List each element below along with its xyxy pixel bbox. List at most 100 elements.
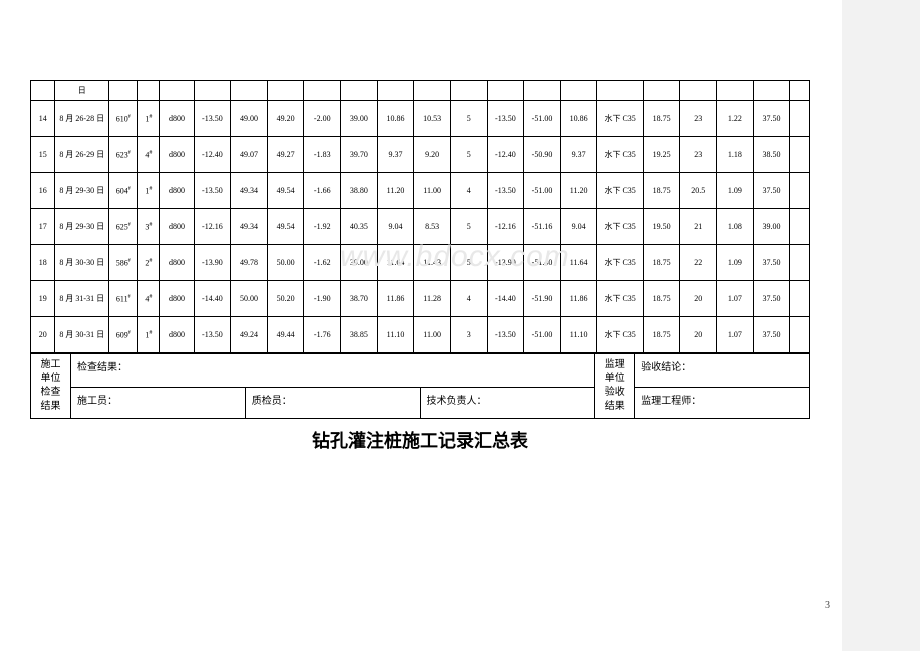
- table-cell: 21: [680, 209, 717, 245]
- table-cell: 38.50: [753, 137, 790, 173]
- table-cell: 4: [450, 173, 487, 209]
- table-row: 208 月 30-31 日609#1#d800-13.5049.2449.44-…: [31, 317, 810, 353]
- table-cell: 1#: [138, 317, 160, 353]
- table-cell: 1.09: [717, 245, 754, 281]
- table-cell: 水下 C35: [597, 173, 643, 209]
- table-cell: [680, 81, 717, 101]
- table-cell: 39.00: [341, 245, 378, 281]
- table-cell: -13.50: [487, 101, 524, 137]
- table-cell: 17: [31, 209, 55, 245]
- table-cell: 1.18: [717, 137, 754, 173]
- table-cell: 18: [31, 245, 55, 281]
- table-cell: 1.07: [717, 281, 754, 317]
- table-cell: -13.50: [194, 317, 231, 353]
- table-cell: 11.00: [414, 173, 451, 209]
- table-cell: 49.78: [231, 245, 268, 281]
- table-cell: [31, 81, 55, 101]
- table-cell: 15: [31, 137, 55, 173]
- page-number: 3: [825, 600, 830, 611]
- table-cell: 11.86: [560, 281, 597, 317]
- table-cell: 3#: [138, 209, 160, 245]
- table-cell: d800: [160, 101, 194, 137]
- table-row: 158 月 26-29 日623#4#d800-12.4049.0749.27-…: [31, 137, 810, 173]
- table-cell: -13.50: [194, 173, 231, 209]
- table-cell: 49.44: [267, 317, 304, 353]
- table-cell: -1.66: [304, 173, 341, 209]
- table-cell: [717, 81, 754, 101]
- table-cell: 40.35: [341, 209, 378, 245]
- table-cell: 5: [450, 101, 487, 137]
- table-cell: -13.50: [487, 173, 524, 209]
- table-cell: 1.08: [717, 209, 754, 245]
- table-cell: 23: [680, 137, 717, 173]
- table-cell: -13.50: [194, 101, 231, 137]
- table-cell: 10.86: [560, 101, 597, 137]
- table-cell: 49.24: [231, 317, 268, 353]
- table-cell: 11.00: [414, 317, 451, 353]
- footer-table: 施工单位检查结果 检查结果： 监理单位验收结果 验收结论： 施工员： 质检员： …: [30, 353, 810, 419]
- table-cell: 1.09: [717, 173, 754, 209]
- table-cell: 49.54: [267, 209, 304, 245]
- table-cell: [487, 81, 524, 101]
- table-cell: 39.70: [341, 137, 378, 173]
- table-cell: -1.90: [304, 281, 341, 317]
- table-cell: 37.50: [753, 173, 790, 209]
- accept-label: 验收结论：: [635, 354, 810, 388]
- table-cell: 9.37: [377, 137, 414, 173]
- document-page: 日148 月 26-28 日610#1#d800-13.5049.0049.20…: [0, 0, 840, 453]
- table-cell: 22: [680, 245, 717, 281]
- table-cell: 11.28: [414, 281, 451, 317]
- table-cell: [231, 81, 268, 101]
- table-cell: -51.00: [524, 173, 561, 209]
- table-row: 198 月 31-31 日611#4#d800-14.4050.0050.20-…: [31, 281, 810, 317]
- table-cell: 8.53: [414, 209, 451, 245]
- table-cell: 8 月 29-30 日: [55, 173, 109, 209]
- table-cell: 38.70: [341, 281, 378, 317]
- table-cell: 8 月 30-31 日: [55, 317, 109, 353]
- page-title: 钻孔灌注桩施工记录汇总表: [30, 427, 810, 453]
- table-cell: d800: [160, 209, 194, 245]
- check-result-label: 检查结果：: [71, 354, 595, 388]
- table-cell: 4#: [138, 281, 160, 317]
- table-cell: 39.00: [341, 101, 378, 137]
- table-cell: [790, 137, 810, 173]
- table-cell: [753, 81, 790, 101]
- table-cell: -14.40: [487, 281, 524, 317]
- table-cell: [790, 317, 810, 353]
- table-cell: 8 月 29-30 日: [55, 209, 109, 245]
- table-cell: 49.34: [231, 209, 268, 245]
- table-row: 日: [31, 81, 810, 101]
- table-cell: 9.20: [414, 137, 451, 173]
- table-cell: 水下 C35: [597, 209, 643, 245]
- table-cell: 10.86: [377, 101, 414, 137]
- table-cell: 19: [31, 281, 55, 317]
- table-cell: [790, 81, 810, 101]
- main-data-table: 日148 月 26-28 日610#1#d800-13.5049.0049.20…: [30, 80, 810, 353]
- table-row: 188 月 30-30 日586#2#d800-13.9049.7850.00-…: [31, 245, 810, 281]
- table-cell: 日: [55, 81, 109, 101]
- table-cell: 11.10: [560, 317, 597, 353]
- table-cell: 11.43: [414, 245, 451, 281]
- table-cell: 37.50: [753, 101, 790, 137]
- table-cell: 611#: [109, 281, 138, 317]
- table-cell: 水下 C35: [597, 101, 643, 137]
- table-cell: [194, 81, 231, 101]
- table-cell: 18.75: [643, 281, 680, 317]
- table-cell: 18.75: [643, 173, 680, 209]
- table-cell: -13.90: [194, 245, 231, 281]
- constructor-label: 施工员：: [71, 387, 246, 418]
- table-cell: 9.37: [560, 137, 597, 173]
- table-cell: 11.64: [560, 245, 597, 281]
- tech-label: 技术负责人：: [420, 387, 595, 418]
- table-cell: -51.00: [524, 317, 561, 353]
- table-cell: 2#: [138, 245, 160, 281]
- table-cell: 610#: [109, 101, 138, 137]
- table-cell: [138, 81, 160, 101]
- table-cell: 1#: [138, 101, 160, 137]
- table-cell: 5: [450, 209, 487, 245]
- table-cell: -14.40: [194, 281, 231, 317]
- table-cell: 3: [450, 317, 487, 353]
- table-cell: 20: [680, 317, 717, 353]
- table-cell: d800: [160, 317, 194, 353]
- table-cell: 19.25: [643, 137, 680, 173]
